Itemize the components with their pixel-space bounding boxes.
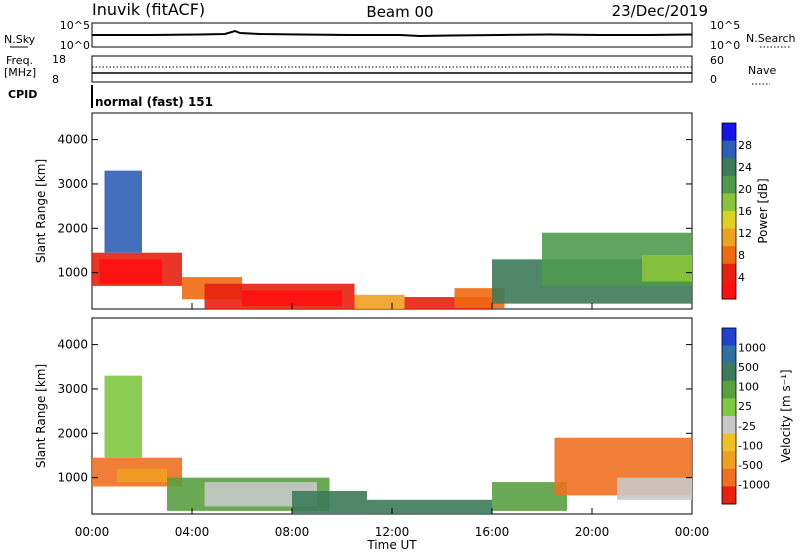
velocity-colorbar-tick: -100	[738, 439, 763, 452]
power-colorbar-segment	[722, 263, 736, 282]
velocity-colorbar-tick: -25	[738, 420, 756, 433]
x-tick-label: 08:00	[275, 525, 310, 539]
velocity-colorbar-frame	[721, 327, 737, 505]
velocity-colorbar-tick: 1000	[738, 342, 766, 355]
date-title: 23/Dec/2019	[612, 2, 708, 20]
power-ytick-label: 3000	[57, 177, 88, 191]
power-colorbar-segment	[722, 246, 736, 265]
freq-strip: Freq. [MHz] 18 8 60 0 Nave	[4, 53, 776, 86]
velocity-region-9	[104, 375, 142, 458]
power-colorbar-frame	[721, 122, 737, 300]
power-colorbar-tick: 24	[738, 161, 752, 174]
power-region-6	[404, 297, 492, 309]
power-colorbar-tick: 4	[738, 271, 745, 284]
nave-tick-top: 60	[710, 54, 724, 67]
velocity-ytick-label: 1000	[57, 471, 88, 485]
velocity-ytick-label: 3000	[57, 382, 88, 396]
power-y-axis: 1000 2000 3000 4000	[57, 133, 692, 280]
station-title: Inuvik (fitACF)	[92, 0, 205, 19]
velocity-colorbar-segment	[722, 398, 736, 417]
nsky-label: N.Sky	[4, 33, 36, 46]
power-region-10	[642, 254, 692, 282]
beam-title: Beam 00	[366, 3, 433, 21]
power-ytick-label: 4000	[57, 133, 88, 147]
velocity-ylabel: Slant Range [km]	[34, 364, 48, 468]
velocity-colorbar-segment	[722, 486, 736, 505]
velocity-region-1	[117, 468, 167, 483]
velocity-colorbar-tick: 100	[738, 381, 759, 394]
freq-tick-bottom: 8	[52, 73, 59, 86]
power-region-1	[99, 259, 162, 284]
velocity-y-axis: 1000 2000 3000 4000	[57, 338, 692, 485]
power-colorbar-segment	[722, 281, 736, 300]
power-ylabel: Slant Range [km]	[34, 159, 48, 263]
velocity-colorbar-segment	[722, 468, 736, 487]
power-colorbar-tick: 8	[738, 249, 745, 262]
freq-label-2: [MHz]	[4, 66, 36, 79]
x-tick-label: 16:00	[475, 525, 510, 539]
x-tick-label: 12:00	[375, 525, 410, 539]
x-tick-label: 00:00	[75, 525, 110, 539]
power-colorbar-segment	[722, 228, 736, 247]
velocity-colorbar-tick: -1000	[738, 478, 770, 491]
velocity-ytick-label: 4000	[57, 338, 88, 352]
power-colorbar-segment	[722, 123, 736, 142]
power-colorbar-segment	[722, 140, 736, 159]
velocity-colorbar-tick: 25	[738, 400, 752, 413]
cpid-label: CPID	[8, 88, 37, 101]
power-colorbar-tick: 28	[738, 139, 752, 152]
velocity-ytick-label: 2000	[57, 426, 88, 440]
power-region-4	[242, 290, 342, 306]
power-colorbar-segment	[722, 158, 736, 177]
cpid-text: normal (fast) 151	[95, 95, 213, 109]
power-cbar-label: Power [dB]	[756, 178, 770, 243]
x-axis: 00:00 04:00 08:00 12:00 16:00 20:00 00:00	[75, 303, 710, 539]
velocity-colorbar-tick: 500	[738, 361, 759, 374]
power-data-layer	[92, 170, 692, 309]
power-colorbar-tick: 16	[738, 205, 752, 218]
nave-label: Nave	[748, 64, 776, 77]
power-colorbar: 4 8 12 16 20 24 28	[721, 122, 752, 300]
velocity-colorbar-segment	[722, 328, 736, 347]
velocity-region-4	[292, 490, 367, 514]
velocity-cbar-label: Velocity [m s⁻¹]	[779, 369, 793, 462]
power-region-11	[104, 170, 142, 253]
nave-tick-bottom: 0	[710, 73, 717, 86]
freq-label-1: Freq.	[6, 54, 33, 67]
velocity-colorbar-segment	[722, 416, 736, 435]
nsky-tick-bottom: 10^0	[60, 39, 90, 52]
power-ytick-label: 1000	[57, 266, 88, 280]
x-tick-label: 04:00	[175, 525, 210, 539]
nsky-strip: N.Sky 10^5 10^0 10^5 10^0 N.Search	[4, 19, 796, 52]
power-panel: 1000 2000 3000 4000 Slant Range [km] 4 8 12 16…	[34, 112, 770, 310]
velocity-panel: 1000 2000 3000 4000 Slant Range [km] 1000 50…	[34, 317, 793, 515]
power-colorbar-tick: 12	[738, 227, 752, 240]
nsearch-tick-top: 10^5	[710, 19, 740, 32]
velocity-data-layer	[92, 375, 692, 514]
velocity-colorbar-segment	[722, 433, 736, 452]
power-ytick-label: 2000	[57, 221, 88, 235]
velocity-colorbar-segment	[722, 451, 736, 470]
nsearch-label: N.Search	[746, 32, 796, 45]
x-tick-label: 20:00	[575, 525, 610, 539]
velocity-region-8	[617, 477, 692, 500]
velocity-colorbar-segment	[722, 380, 736, 399]
x-tick-label: 00:00	[675, 525, 710, 539]
velocity-colorbar: 1000 500 100 25 -25 -100 -500 -1000	[721, 327, 770, 505]
nsearch-tick-bottom: 10^0	[710, 39, 740, 52]
velocity-colorbar-segment	[722, 363, 736, 382]
cpid-strip: CPID normal (fast) 151	[8, 85, 213, 109]
velocity-region-5	[367, 499, 492, 514]
nsky-tick-top: 10^5	[60, 19, 90, 32]
power-colorbar-segment	[722, 211, 736, 230]
power-region-5	[354, 294, 405, 309]
velocity-colorbar-segment	[722, 345, 736, 364]
x-axis-label: Time UT	[366, 538, 417, 552]
velocity-colorbar-tick: -500	[738, 459, 763, 472]
power-colorbar-tick: 20	[738, 183, 752, 196]
power-colorbar-segment	[722, 193, 736, 212]
power-colorbar-segment	[722, 175, 736, 194]
freq-tick-top: 18	[52, 53, 66, 66]
